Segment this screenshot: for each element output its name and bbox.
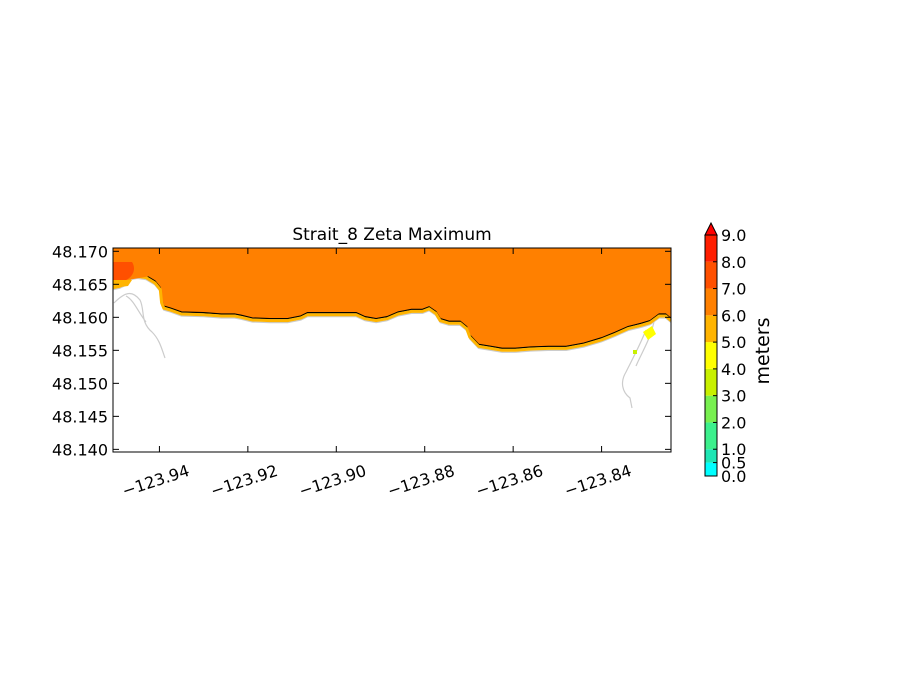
- colorbar-tick-label: 4.0: [721, 360, 746, 379]
- colorbar-frame: [704, 234, 718, 477]
- colorbar-segment: [705, 342, 717, 369]
- colorbar-segment: [705, 288, 717, 316]
- colorbar-segment: [705, 261, 717, 289]
- colorbar-segment: [705, 315, 717, 343]
- colorbar-tick-label: 5.0: [721, 333, 746, 352]
- colorbar-segment: [705, 449, 717, 463]
- colorbar-segment: [705, 462, 717, 476]
- colorbar: 0.00.51.0 2.0 3.0 4.0 5.0 6.0 7.0 8.0 9.0: [704, 221, 746, 486]
- y-tick-label: 48.140: [52, 440, 108, 459]
- colorbar-tick-label: 9.0: [721, 226, 746, 245]
- east-fringe-patch: [643, 326, 656, 340]
- y-tick-label: 48.150: [52, 374, 108, 393]
- y-tick-label: 48.145: [52, 407, 108, 426]
- x-tick-label: −123.94: [120, 461, 192, 501]
- colorbar-tick-label: 6.0: [721, 306, 746, 325]
- colorbar-tick-label: 0.0: [721, 467, 746, 486]
- colorbar-segment: [705, 235, 717, 262]
- x-tick-label: −123.86: [474, 461, 546, 501]
- colorbar-tick-label: 3.0: [721, 387, 746, 406]
- colorbar-segment: [705, 422, 717, 450]
- chart-title: Strait_8 Zeta Maximum: [292, 225, 491, 245]
- inlet-west: [113, 293, 166, 359]
- y-tick-label: 48.165: [52, 275, 108, 294]
- y-tick-label: 48.160: [52, 308, 108, 327]
- plot-area: [113, 248, 671, 409]
- nearshore-band: [113, 274, 671, 352]
- y-tick-label: 48.170: [52, 242, 108, 261]
- zeta-fill: [113, 248, 671, 349]
- colorbar-segment: [705, 395, 717, 423]
- inlet-east: [621, 321, 655, 409]
- west-corner-low-patch: [113, 280, 132, 288]
- x-tick-label: −123.90: [297, 461, 369, 501]
- y-axis: 48.140 48.145 48.150 48.155 48.160 48.165 48.1…: [52, 242, 671, 459]
- colorbar-segment: [705, 368, 717, 396]
- x-tick-label: −123.92: [208, 461, 280, 501]
- colorbar-tick-label: 7.0: [721, 280, 746, 299]
- y-tick-label: 48.155: [52, 341, 108, 360]
- colorbar-tick-label: 8.0: [721, 253, 746, 272]
- x-tick-label: −123.88: [385, 461, 457, 501]
- x-tick-label: −123.84: [562, 461, 634, 501]
- colorbar-label: meters: [752, 317, 774, 384]
- colorbar-tick-label: 2.0: [721, 413, 746, 432]
- colorbar-tick-label: 1.0: [721, 440, 746, 459]
- colorbar-tick-label: 0.5: [721, 454, 746, 473]
- isolated-cell: [633, 350, 637, 354]
- colorbar-extend-arrow: [704, 221, 718, 236]
- west-corner-high-patch: [113, 262, 134, 284]
